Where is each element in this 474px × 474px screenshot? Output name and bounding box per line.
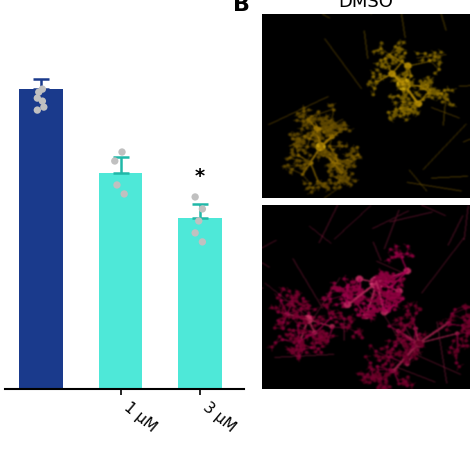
Point: [191, 229, 199, 237]
Point: [118, 148, 126, 156]
Point: [113, 181, 121, 189]
Bar: [179, 218, 222, 389]
Point: [120, 190, 128, 198]
Text: *: *: [195, 166, 205, 186]
Point: [34, 94, 41, 102]
Bar: [19, 89, 63, 389]
Point: [199, 205, 206, 213]
Point: [34, 106, 41, 114]
Title: DMSO: DMSO: [338, 0, 393, 11]
Point: [195, 217, 202, 225]
Point: [111, 157, 118, 165]
Point: [35, 88, 43, 96]
Point: [191, 193, 199, 201]
Point: [199, 238, 206, 246]
Text: B: B: [233, 0, 250, 15]
Bar: [99, 173, 142, 389]
Point: [38, 85, 46, 93]
Point: [40, 103, 47, 111]
Point: [38, 97, 46, 105]
